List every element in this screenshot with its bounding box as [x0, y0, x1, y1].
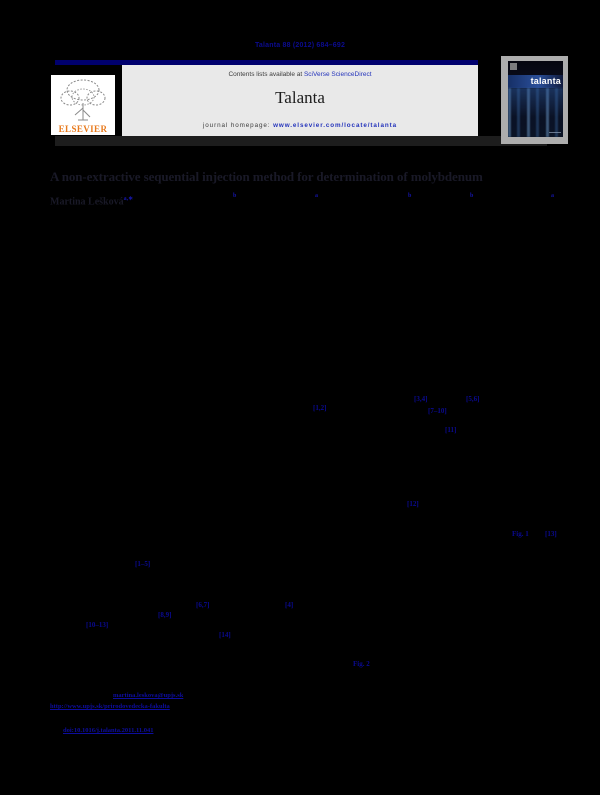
doi-link[interactable]: doi:10.1016/j.talanta.2011.11.041	[63, 727, 154, 734]
citation-link[interactable]: [10–13]	[86, 621, 109, 629]
citation-link[interactable]: [1,2]	[313, 404, 327, 412]
journal-cover-thumbnail: talanta	[501, 56, 568, 144]
citation-link[interactable]: [14]	[219, 631, 231, 639]
homepage-line: journal homepage: www.elsevier.com/locat…	[122, 122, 478, 129]
cover-title: talanta	[508, 75, 563, 88]
elsevier-tree-icon	[51, 77, 115, 123]
journal-title: Talanta	[275, 88, 325, 107]
header-bottom-bar	[55, 136, 547, 146]
affiliation-mark: b	[408, 193, 412, 199]
journal-reference: Talanta 88 (2012) 684–692	[254, 42, 346, 49]
journal-cover-art: talanta	[508, 61, 563, 137]
homepage-label: journal homepage:	[202, 122, 274, 129]
citation-link[interactable]: [4]	[285, 601, 294, 609]
author-url-link[interactable]: http://www.upjs.sk/prirodovedecka-fakult…	[50, 703, 170, 710]
sciverse-sciencedirect-link[interactable]: SciVerse ScienceDirect	[303, 71, 372, 78]
cover-footer-mark	[549, 132, 561, 136]
citation-link[interactable]: [12]	[407, 500, 419, 508]
citation-link[interactable]: [1–5]	[135, 560, 151, 568]
citation-link[interactable]: [7–10]	[428, 407, 447, 415]
citation-link[interactable]: [11]	[445, 426, 457, 434]
citation-link[interactable]: [13]	[545, 530, 557, 538]
contents-prefix: Contents lists available at	[228, 71, 304, 78]
author-name: Martina Lešková	[50, 196, 124, 208]
author-email-link[interactable]: martina.leskova@upjs.sk	[113, 692, 184, 699]
header-rule	[55, 60, 478, 65]
affiliation-mark: a	[315, 193, 318, 199]
figure-link[interactable]: Fig. 2	[353, 660, 370, 668]
author-affiliation-mark: a,∗	[123, 196, 134, 202]
elsevier-wordmark: ELSEVIER	[58, 124, 108, 134]
journal-homepage-link[interactable]: www.elsevier.com/locate/talanta	[273, 122, 398, 129]
journal-header-box: Contents lists available at SciVerse Sci…	[122, 65, 478, 136]
elsevier-logo: ELSEVIER	[51, 75, 115, 135]
citation-link[interactable]: [8,9]	[158, 611, 172, 619]
article-title: A non-extractive sequential injection me…	[50, 169, 483, 184]
affiliation-mark: b	[470, 193, 474, 199]
author-line: Martina Leškováa,∗	[50, 195, 133, 207]
citation-link[interactable]: [5,6]	[466, 395, 480, 403]
figure-link[interactable]: Fig. 1	[512, 530, 529, 538]
cover-abstract-art	[508, 88, 563, 137]
citation-link[interactable]: [6,7]	[196, 601, 210, 609]
citation-link[interactable]: [3,4]	[414, 395, 428, 403]
contents-line: Contents lists available at SciVerse Sci…	[122, 71, 478, 78]
affiliation-mark: a	[551, 193, 554, 199]
affiliation-mark: b	[233, 193, 237, 199]
cover-publisher-icon	[510, 63, 517, 70]
